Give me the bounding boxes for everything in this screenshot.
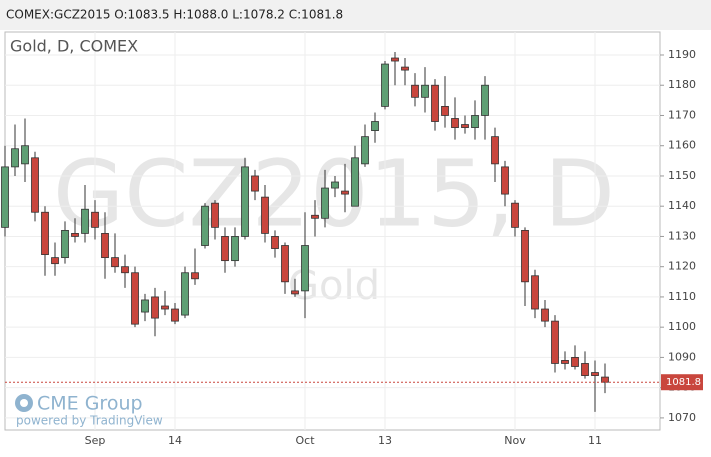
y-tick-label: 1110 [668, 290, 696, 303]
candle-body [141, 299, 149, 313]
candle-body [381, 63, 389, 107]
candle-body [541, 308, 549, 322]
candle-body [51, 257, 59, 265]
candle-body [441, 105, 449, 116]
candle-body [521, 229, 529, 283]
candle-body [551, 320, 559, 364]
y-tick-label: 1070 [668, 411, 696, 424]
candle-body [421, 84, 429, 98]
x-tick-label: Nov [504, 434, 526, 447]
candle-body [341, 190, 349, 195]
candle-body [571, 357, 579, 367]
candle-body [201, 205, 209, 246]
plot-area [4, 31, 661, 431]
x-tick-label: Oct [295, 434, 315, 447]
candle-body [391, 57, 399, 62]
candle-body [101, 233, 109, 259]
header-bar [0, 0, 711, 30]
candle-body [251, 175, 259, 192]
candle-body [401, 66, 409, 71]
watermark: GCZ2015, D [53, 140, 615, 247]
candle-body [241, 166, 249, 237]
candle-body [1, 166, 9, 228]
candle-body [21, 145, 29, 165]
candle-body [331, 181, 339, 189]
candle-body [281, 245, 289, 283]
candle-body [11, 148, 19, 168]
x-tick-label: 14 [168, 434, 182, 447]
candle-body [61, 229, 69, 259]
x-tick-label: 13 [378, 434, 392, 447]
candle-body [581, 363, 589, 376]
x-tick-label: Sep [85, 434, 106, 447]
candle-body [451, 118, 459, 128]
candle-body [161, 305, 169, 310]
logo-text: CME Group [37, 393, 143, 415]
candle-body [121, 266, 129, 274]
candle-body [591, 372, 599, 376]
candle-body [511, 202, 519, 228]
candle-body [191, 272, 199, 280]
y-tick-label: 1150 [668, 169, 696, 182]
last-price-label: 1081.8 [666, 377, 701, 388]
x-tick-label: 11 [588, 434, 602, 447]
candle-body [261, 196, 269, 234]
candle-body [171, 308, 179, 322]
candle-body [41, 211, 49, 255]
last-price-tag [661, 374, 703, 391]
candle-body [151, 296, 159, 319]
candle-body [361, 136, 369, 165]
candle-body [601, 376, 609, 383]
candle-body [31, 157, 39, 213]
candle-body [211, 202, 219, 228]
candle-body [431, 84, 439, 122]
candle-body [221, 236, 229, 262]
candle-body [411, 84, 419, 98]
candle-body [471, 115, 479, 128]
candle-body [181, 272, 189, 316]
candle-body [271, 236, 279, 249]
logo: CME Group powered by TradingView [15, 393, 163, 428]
y-tick-label: 1190 [668, 48, 696, 61]
y-tick-label: 1170 [668, 108, 696, 121]
candle-body [501, 166, 509, 195]
candle-body [91, 211, 99, 228]
candle-body [321, 187, 329, 219]
chart-title: Gold, D, COMEX [10, 37, 138, 56]
credit-text: powered by TradingView [16, 414, 163, 428]
candle-body [371, 121, 379, 131]
candle-body [461, 124, 469, 128]
candle-body [131, 272, 139, 325]
candle-body [561, 360, 569, 364]
candle-body [111, 257, 119, 268]
y-tick-label: 1120 [668, 260, 696, 273]
candle-body [291, 290, 299, 295]
candle-body [531, 275, 539, 310]
candle-body [481, 84, 489, 116]
y-tick-label: 1140 [668, 199, 696, 212]
candle-body [491, 136, 499, 165]
candle-body [301, 245, 309, 292]
y-tick-label: 1160 [668, 139, 696, 152]
y-tick-label: 1130 [668, 229, 696, 242]
candle-body [311, 214, 319, 219]
candle-body [71, 233, 79, 237]
candle-body [351, 157, 359, 207]
candle-body [81, 208, 89, 234]
y-tick-label: 1100 [668, 320, 696, 333]
candle-body [231, 236, 239, 262]
header-text: COMEX:GCZ2015 O:1083.5 H:1088.0 L:1078.2… [6, 8, 343, 22]
y-tick-label: 1180 [668, 78, 696, 91]
y-tick-label: 1090 [668, 350, 696, 363]
